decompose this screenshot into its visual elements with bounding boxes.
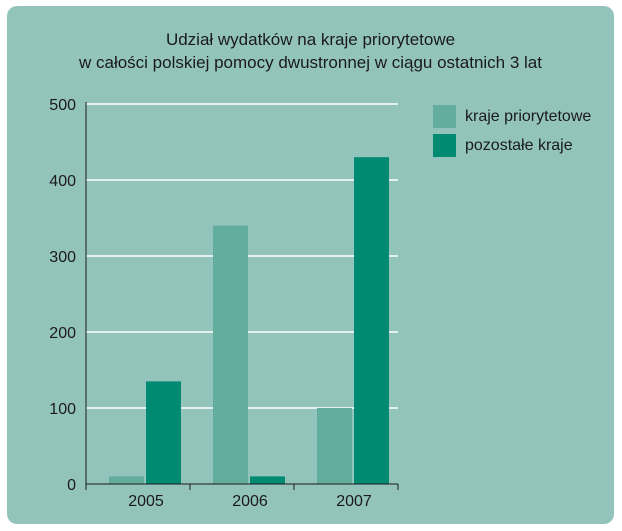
chart-title-line-2: w całości polskiej pomocy dwustronnej w … xyxy=(78,53,542,72)
chart-panel: Udział wydatków na kraje priorytetowe w … xyxy=(7,6,614,524)
y-tick-label-0: 0 xyxy=(67,477,76,494)
legend: kraje priorytetowe pozostałe kraje xyxy=(433,104,591,162)
axes xyxy=(85,102,399,490)
bar-2006-series-0 xyxy=(213,225,248,484)
chart-title: Udział wydatków na kraje priorytetowe w … xyxy=(7,28,614,74)
x-tick-label-2006: 2006 xyxy=(232,493,268,510)
legend-item-priority: kraje priorytetowe xyxy=(433,104,591,129)
y-tick-label-500: 500 xyxy=(49,97,76,114)
x-axis-labels: 2005 2006 2007 xyxy=(128,493,372,510)
legend-swatch-other xyxy=(433,134,456,157)
bar-2006-series-1 xyxy=(250,476,285,484)
bars xyxy=(109,157,389,484)
x-tick-label-2005: 2005 xyxy=(128,493,164,510)
bar-2007-series-0 xyxy=(317,408,352,484)
y-tick-label-300: 300 xyxy=(49,249,76,266)
legend-item-other: pozostałe kraje xyxy=(433,133,591,158)
y-axis-labels: 0 100 200 300 400 500 xyxy=(49,97,76,494)
legend-label-other: pozostałe kraje xyxy=(465,136,573,154)
bar-2005-series-1 xyxy=(146,381,181,484)
bar-chart: 0 100 200 300 400 500 2005 2006 2007 xyxy=(49,97,399,510)
x-tick-label-2007: 2007 xyxy=(336,493,372,510)
chart-title-line-1: Udział wydatków na kraje priorytetowe xyxy=(165,30,456,49)
y-tick-label-100: 100 xyxy=(49,401,76,418)
y-tick-label-200: 200 xyxy=(49,325,76,342)
legend-label-priority: kraje priorytetowe xyxy=(465,107,592,125)
bar-2007-series-1 xyxy=(354,157,389,484)
legend-swatch-priority xyxy=(433,105,456,128)
y-tick-label-400: 400 xyxy=(49,173,76,190)
bar-2005-series-0 xyxy=(109,476,144,484)
